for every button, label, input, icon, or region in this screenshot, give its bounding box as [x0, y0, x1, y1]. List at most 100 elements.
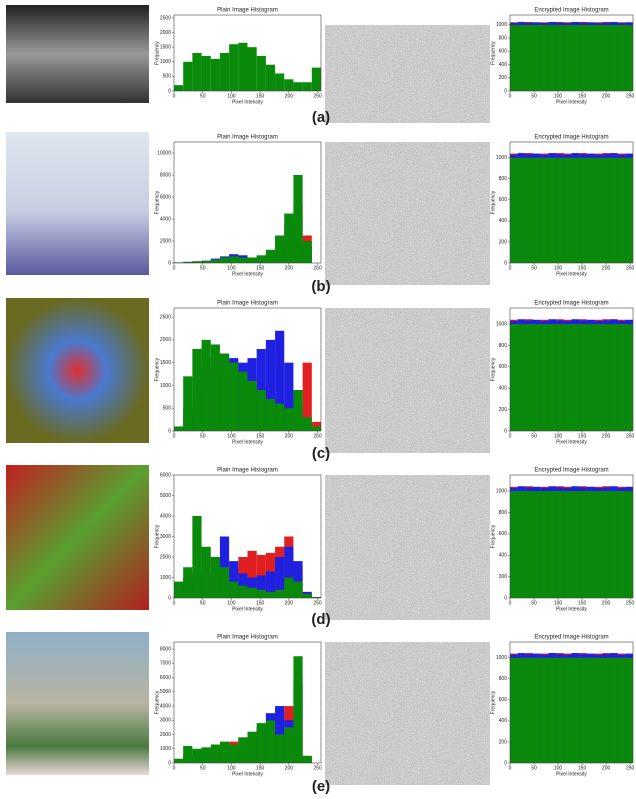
histogram-bar: [572, 491, 580, 598]
y-tick-label: 800: [499, 35, 508, 41]
x-tick-label: 250: [313, 433, 322, 439]
x-tick-label: 50: [531, 765, 537, 771]
x-tick-label: 0: [173, 600, 176, 606]
y-tick-label: 1000: [160, 59, 171, 65]
histogram-bar: [229, 744, 238, 763]
histogram-bar: [220, 567, 229, 598]
x-tick-label: 200: [285, 433, 294, 439]
chart-title: Plain Image Histogram: [217, 135, 278, 141]
x-tick-label: 200: [285, 765, 294, 771]
x-axis-label: Pixel Intensity: [556, 439, 587, 445]
histogram-bar: [548, 491, 556, 598]
y-tick-label: 2000: [160, 30, 171, 36]
x-tick-label: 200: [602, 93, 611, 99]
histogram-bar: [579, 158, 587, 263]
histogram-bar: [284, 578, 293, 599]
histogram-bar: [610, 158, 618, 263]
y-tick-label: 5000: [160, 689, 171, 695]
chart-title: Encrypted Image Histogram: [534, 135, 608, 141]
panel-label: (a): [312, 109, 330, 126]
x-tick-label: 250: [626, 93, 635, 99]
x-tick-label: 250: [626, 433, 635, 439]
y-tick-label: 0: [504, 88, 507, 94]
chart-title: Encrypted Image Histogram: [534, 8, 608, 14]
y-tick-label: 1000: [496, 488, 507, 494]
histogram-bar: [602, 25, 610, 91]
histogram-bar: [211, 744, 220, 763]
y-tick-label: 200: [499, 407, 508, 413]
histogram-bar: [275, 236, 284, 264]
histogram-bar: [518, 658, 526, 763]
histogram-bar: [518, 158, 526, 263]
histogram-bar: [579, 658, 587, 763]
histogram-bar: [202, 56, 211, 91]
y-axis-label: Frequency: [154, 41, 160, 65]
histogram-bar: [602, 324, 610, 431]
plain-image: [6, 5, 149, 103]
x-tick-label: 50: [531, 600, 537, 606]
histogram-bar: [284, 727, 293, 763]
histogram-bar: [533, 25, 541, 91]
histogram-bar: [266, 592, 275, 598]
y-tick-label: 8000: [160, 172, 171, 178]
x-tick-label: 200: [285, 265, 294, 271]
histogram-bar: [572, 25, 580, 91]
y-tick-label: 0: [168, 260, 171, 266]
histogram-bar: [211, 557, 220, 598]
histogram-bar: [183, 376, 192, 431]
encrypted-image: [325, 25, 490, 123]
histogram-bar: [229, 44, 238, 91]
histogram-bar: [602, 491, 610, 598]
histogram-bar: [202, 340, 211, 431]
y-axis-label: Frequency: [154, 190, 160, 214]
y-tick-label: 800: [499, 510, 508, 516]
y-tick-label: 0: [504, 760, 507, 766]
histogram-bar: [293, 582, 302, 598]
y-tick-label: 0: [504, 595, 507, 601]
y-tick-label: 4000: [160, 513, 171, 519]
histogram-bar: [293, 82, 302, 91]
histogram-bar: [602, 158, 610, 263]
chart-title: Plain Image Histogram: [217, 635, 278, 641]
y-tick-label: 200: [499, 75, 508, 81]
chart-title: Encrypted Image Histogram: [534, 635, 608, 641]
y-tick-label: 2000: [160, 732, 171, 738]
histogram-bar: [220, 742, 229, 763]
y-tick-label: 3000: [160, 534, 171, 540]
y-tick-label: 800: [499, 676, 508, 682]
histogram-bar: [266, 250, 275, 263]
histogram-bar: [564, 158, 572, 263]
histogram-bar: [525, 491, 533, 598]
y-tick-label: 7000: [160, 661, 171, 667]
x-tick-label: 50: [200, 265, 206, 271]
x-axis-label: Pixel Intensity: [232, 439, 263, 445]
y-tick-label: 400: [499, 62, 508, 68]
y-tick-label: 0: [168, 88, 171, 94]
histogram-bar: [293, 175, 302, 263]
histogram-bar: [202, 747, 211, 763]
y-tick-label: 800: [499, 176, 508, 182]
histogram-bar: [579, 491, 587, 598]
histogram-bar: [183, 567, 192, 598]
histogram-bar: [266, 720, 275, 763]
histogram-bar: [266, 399, 275, 431]
y-tick-label: 400: [499, 553, 508, 559]
plain-image: [6, 632, 149, 775]
x-tick-label: 250: [313, 265, 322, 271]
histogram-bar: [579, 25, 587, 91]
histogram-bar: [202, 261, 211, 263]
histogram-bar: [275, 73, 284, 91]
histogram-bar: [211, 344, 220, 431]
histogram-bar: [564, 324, 572, 431]
y-tick-label: 5000: [160, 493, 171, 499]
histogram-bar: [595, 491, 603, 598]
histogram-bar: [525, 158, 533, 263]
histogram-bar: [303, 241, 312, 263]
x-tick-label: 250: [313, 765, 322, 771]
y-tick-label: 600: [499, 531, 508, 537]
x-tick-label: 50: [200, 600, 206, 606]
histogram-bar: [618, 158, 626, 263]
y-tick-label: 10000: [157, 150, 171, 156]
plain-image: [6, 132, 149, 275]
histogram-bar: [229, 363, 238, 431]
